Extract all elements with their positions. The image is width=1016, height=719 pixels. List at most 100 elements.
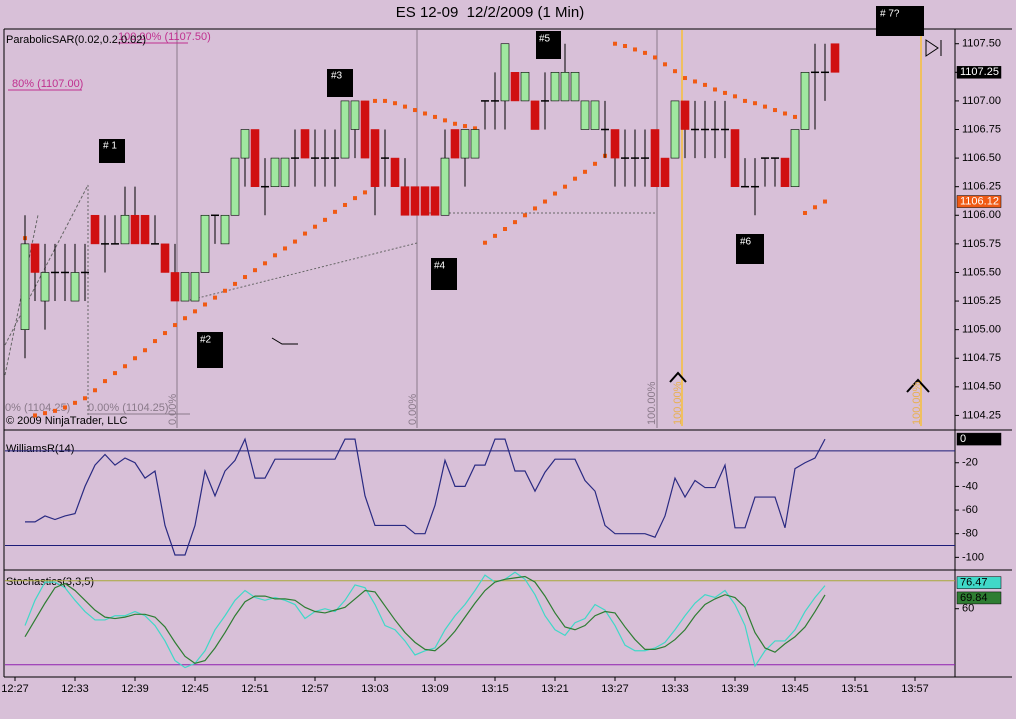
fib-label: 0% (1104.25)	[5, 402, 70, 414]
sar-dot	[703, 82, 707, 87]
sar-dot	[53, 408, 57, 413]
sar-dot	[823, 199, 827, 204]
sar-dot	[313, 224, 317, 229]
sar-dot	[753, 101, 757, 106]
sar-dot	[443, 118, 447, 123]
sar-dot	[293, 239, 297, 244]
x-tick-label: 13:33	[661, 683, 689, 695]
candle-body	[510, 72, 520, 102]
indicator-label: ParabolicSAR(0.02,0.2,0.02)	[6, 34, 146, 46]
y-tick-label: -60	[962, 504, 978, 516]
sar-dot	[63, 405, 67, 410]
fib-label: 100.00%	[911, 381, 923, 425]
y-tick-label: 1107.00	[962, 95, 1001, 107]
y-tick-label: 1106.50	[962, 152, 1001, 164]
frame	[3, 28, 1012, 678]
sar-dot	[253, 268, 257, 273]
candle-body	[130, 214, 140, 245]
last-value: 0	[960, 433, 966, 445]
sar-dot	[553, 191, 557, 196]
fib-label: 100.00%	[672, 381, 684, 425]
candle-body	[370, 129, 380, 187]
fib-label: 100.00%	[646, 381, 658, 425]
sar-dot	[273, 253, 277, 258]
candle-body	[430, 186, 440, 216]
candle-body	[350, 100, 360, 130]
last-value: 1107.25	[960, 66, 999, 78]
indicator-label: WilliamsR(14)	[6, 443, 74, 455]
last-value-box	[956, 66, 1002, 79]
sar-dot	[203, 302, 207, 307]
candle-body	[180, 272, 190, 302]
y-tick-label: 1107.50	[962, 38, 1001, 50]
candle-body	[220, 214, 230, 245]
sar-dot	[723, 90, 727, 95]
sar-dot	[413, 108, 417, 113]
sar-dot	[113, 371, 117, 376]
x-tick-label: 13:03	[361, 683, 389, 695]
indicator-line	[25, 437, 826, 556]
sar-dot	[343, 202, 347, 207]
sar-dot	[373, 98, 377, 103]
sar-dot	[73, 400, 77, 405]
y-tick-label: 1106.75	[962, 123, 1001, 135]
sar-dot	[523, 213, 527, 218]
sar-dot	[183, 316, 187, 321]
candle-body	[40, 272, 50, 302]
candle-body	[250, 129, 260, 187]
sar-dot	[803, 210, 807, 215]
candle-body	[30, 243, 40, 273]
sar-dot	[93, 388, 97, 393]
candle-body	[530, 100, 540, 130]
sar-dot	[673, 69, 677, 74]
candle-body	[200, 214, 210, 273]
sar-dot	[163, 331, 167, 336]
sar-dot	[243, 275, 247, 280]
sar-dot	[763, 104, 767, 109]
x-tick-label: 13:27	[601, 683, 629, 695]
sar-dot	[503, 227, 507, 231]
candle-body	[360, 100, 370, 159]
sar-dot	[83, 396, 87, 401]
annotation: #4	[434, 261, 446, 272]
candle-body	[450, 129, 460, 159]
y-tick-label: 1105.50	[962, 266, 1001, 278]
candle-body	[440, 157, 450, 216]
sar-dot	[693, 79, 697, 84]
sar-dot	[493, 233, 497, 238]
sar-dot	[433, 114, 437, 119]
sar-dot	[263, 261, 267, 266]
sar-dot	[353, 196, 357, 201]
y-tick-label: 1104.50	[962, 381, 1001, 393]
sar-dot	[713, 87, 717, 92]
candle-body	[680, 100, 690, 130]
candle-body	[70, 272, 80, 302]
sar-dot	[743, 98, 747, 103]
x-tick-label: 13:39	[721, 683, 749, 695]
y-tick-label: -20	[962, 457, 978, 469]
last-value-box	[956, 432, 1002, 446]
candle-body	[400, 186, 410, 216]
sar-dot	[233, 281, 237, 286]
candle-body	[390, 157, 400, 187]
sar-dot	[483, 240, 487, 245]
sar-dot	[573, 176, 577, 181]
candle-body	[170, 272, 180, 302]
sar-dot	[43, 411, 47, 416]
sar-dot	[593, 161, 597, 166]
x-tick-label: 13:57	[901, 683, 929, 695]
sar-dot	[613, 41, 617, 46]
candle-body	[790, 129, 800, 187]
sar-dot	[393, 101, 397, 106]
y-tick-label: -40	[962, 480, 978, 492]
sar-dot	[33, 413, 37, 418]
sar-dot	[543, 199, 547, 204]
sar-dot	[733, 94, 737, 99]
last-value: 1106.12	[960, 195, 999, 207]
candle-body	[470, 129, 480, 159]
sar-dot	[333, 209, 337, 214]
candle-body	[20, 243, 30, 330]
y-tick-label: 60	[962, 603, 974, 615]
candle-body	[240, 129, 250, 159]
